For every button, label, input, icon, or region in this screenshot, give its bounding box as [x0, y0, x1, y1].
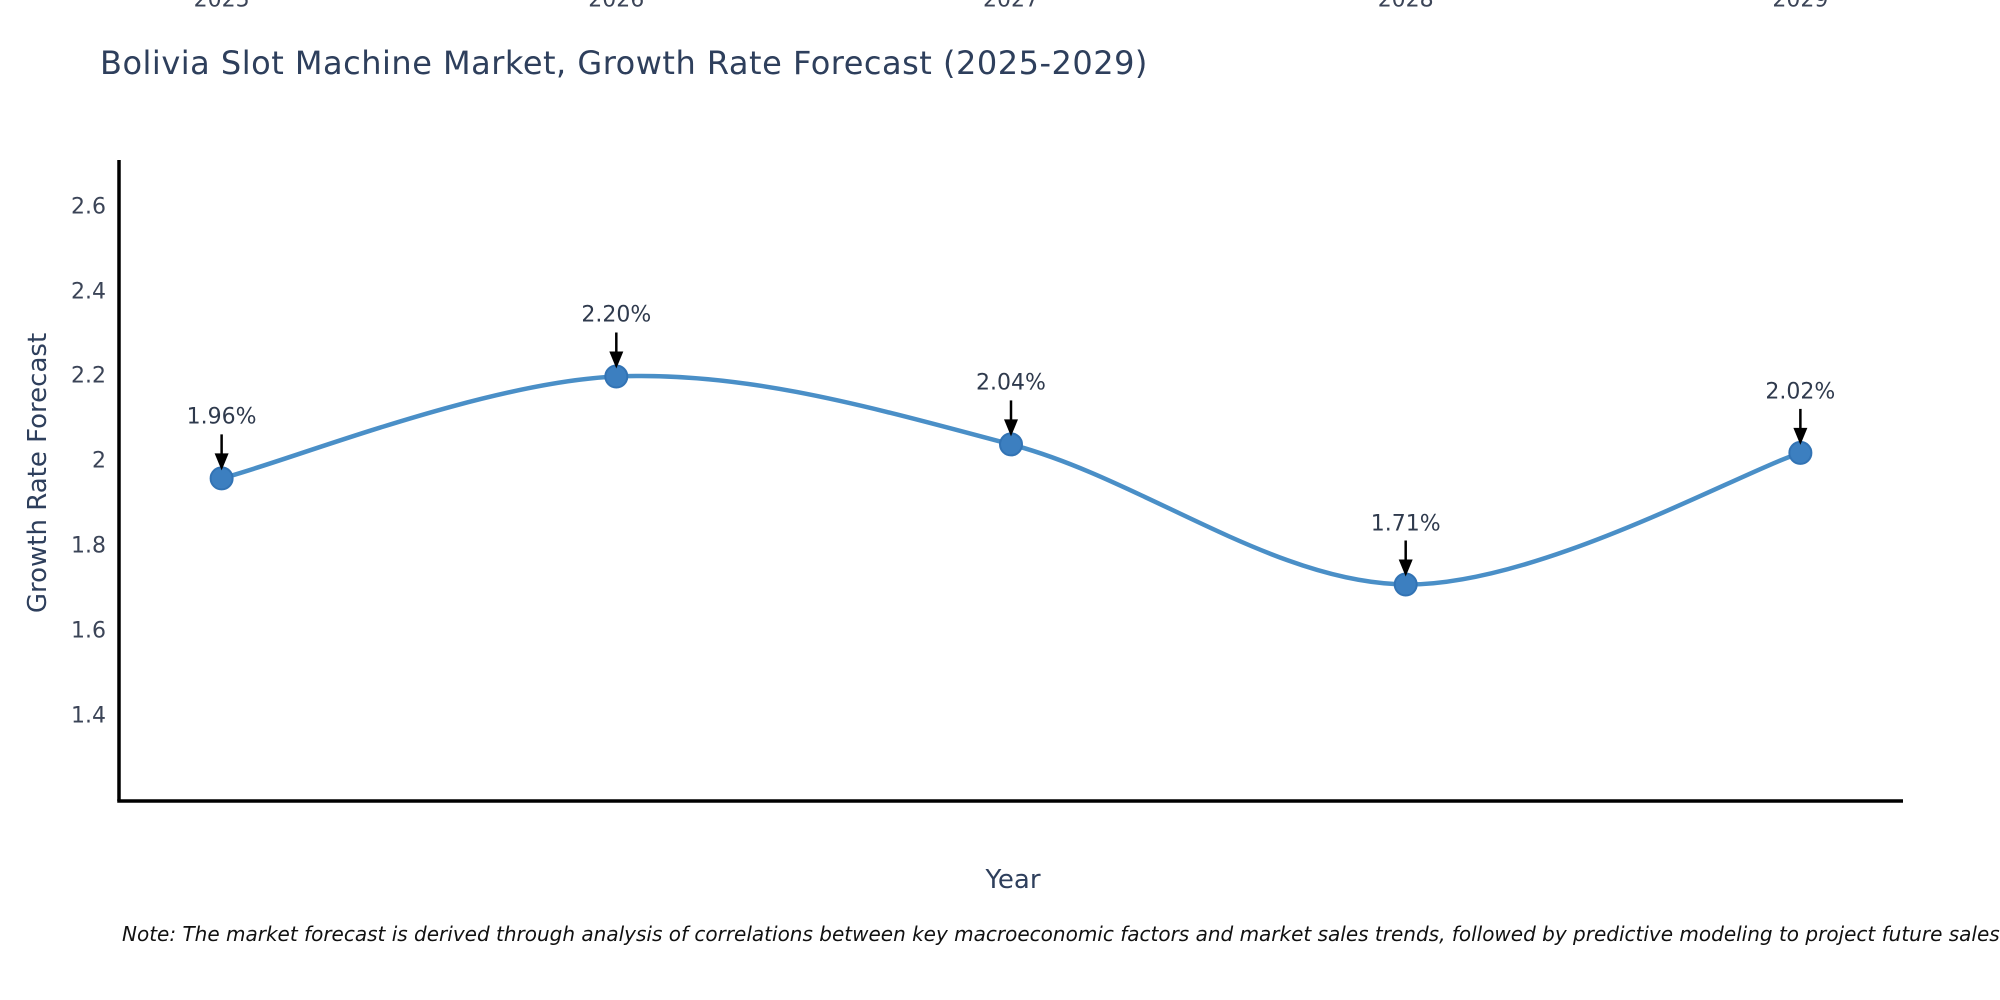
- point-value-label: 2.20%: [581, 302, 652, 328]
- y-tick-label: 2: [92, 448, 106, 474]
- point-value-label: 2.04%: [976, 370, 1046, 396]
- data-point-marker: [1393, 572, 1418, 597]
- y-tick-label: 1.8: [71, 533, 106, 559]
- y-tick-label: 2.4: [71, 279, 106, 305]
- annotation-arrowhead: [214, 453, 229, 471]
- y-tick-label: 1.4: [71, 703, 106, 729]
- annotation-arrowhead: [1793, 427, 1808, 445]
- x-tick-label: 2026: [588, 0, 645, 13]
- x-tick-label: 2025: [193, 0, 250, 13]
- y-tick-label: 1.6: [71, 618, 106, 644]
- footnote: Note: The market forecast is derived thr…: [122, 922, 2000, 946]
- point-value-label: 1.71%: [1370, 511, 1441, 536]
- data-point-marker: [604, 364, 629, 389]
- point-value-label: 2.02%: [1765, 379, 1836, 405]
- data-point-marker: [209, 466, 234, 491]
- data-point-marker: [999, 432, 1023, 457]
- data-point-marker: [1788, 440, 1813, 465]
- x-tick-label: 2029: [1772, 0, 1829, 13]
- annotation-arrowhead: [609, 351, 624, 369]
- x-tick-label: 2028: [1377, 0, 1434, 13]
- y-tick-label: 2.6: [71, 194, 106, 220]
- x-axis-title: Year: [985, 865, 1041, 895]
- y-tick-label: 2.2: [71, 363, 106, 389]
- chart-title: Bolivia Slot Machine Market, Growth Rate…: [100, 44, 1148, 82]
- point-value-label: 1.96%: [186, 404, 257, 430]
- annotation-arrowhead: [1004, 419, 1018, 437]
- x-tick-label: 2027: [983, 0, 1039, 13]
- annotation-arrowhead: [1398, 559, 1413, 577]
